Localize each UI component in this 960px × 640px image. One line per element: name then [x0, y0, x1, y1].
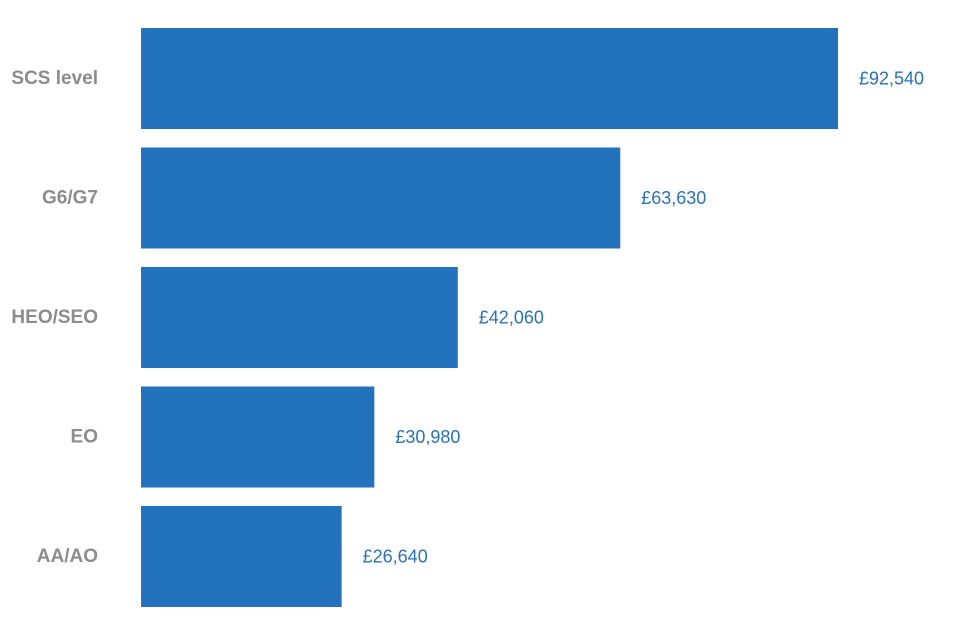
category-label: HEO/SEO	[11, 307, 98, 328]
bars-group	[141, 28, 838, 607]
bar-1	[141, 147, 621, 249]
category-label: EO	[71, 427, 98, 448]
value-label: £30,980	[395, 427, 460, 447]
bar-0	[141, 28, 838, 129]
category-label: SCS level	[11, 68, 98, 89]
bar-4	[141, 506, 342, 607]
value-label: £42,060	[479, 308, 544, 328]
category-labels-group: SCS level G6/G7 HEO/SEO EO AA/AO	[11, 68, 98, 567]
value-label: £26,640	[363, 547, 428, 567]
value-label: £63,630	[641, 188, 706, 208]
bar-2	[141, 267, 458, 368]
value-labels-group: £92,540 £63,630 £42,060 £30,980 £26,640	[363, 69, 924, 567]
category-label: G6/G7	[42, 188, 98, 209]
category-label: AA/AO	[37, 546, 98, 567]
value-label: £92,540	[859, 69, 924, 89]
bar-3	[141, 386, 375, 488]
